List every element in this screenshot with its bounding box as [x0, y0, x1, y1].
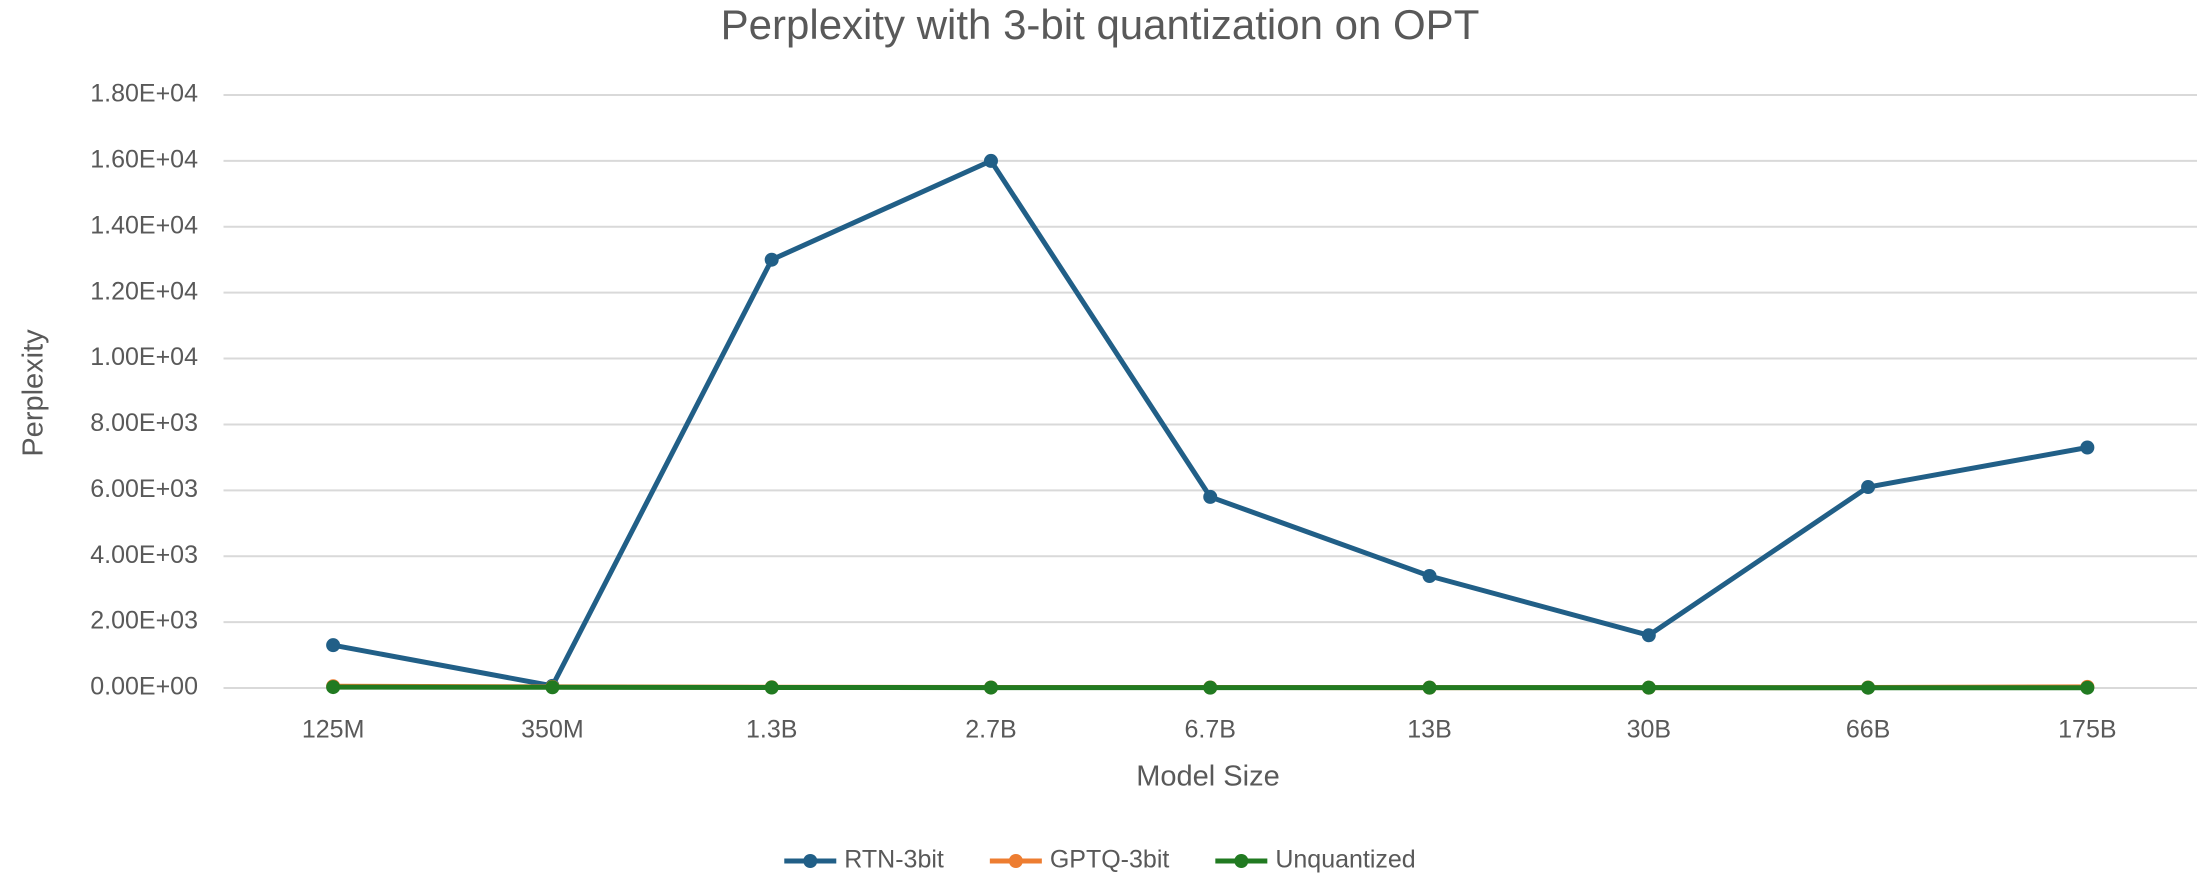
- x-tick-label: 13B: [1407, 716, 1451, 744]
- legend-label: RTN-3bit: [844, 846, 944, 874]
- x-tick-label: 66B: [1846, 716, 1890, 744]
- data-point: [2080, 680, 2095, 695]
- x-tick-label: 1.3B: [746, 716, 797, 744]
- legend-marker: [1234, 854, 1249, 868]
- x-tick-label: 2.7B: [965, 716, 1016, 744]
- x-tick-label: 6.7B: [1185, 716, 1236, 744]
- data-point: [764, 252, 779, 267]
- x-tick-label: 175B: [2058, 716, 2116, 744]
- data-point: [326, 680, 341, 695]
- data-point: [983, 153, 998, 168]
- data-point: [1641, 680, 1656, 695]
- data-point: [1203, 489, 1218, 504]
- y-axis-label: Perplexity: [18, 329, 50, 457]
- legend-marker: [803, 854, 818, 868]
- y-tick-label: 1.60E+04: [90, 145, 198, 173]
- y-tick-label: 0.00E+00: [90, 673, 198, 701]
- y-tick-label: 1.80E+04: [90, 80, 198, 108]
- data-point: [1861, 480, 1876, 495]
- legend-label: Unquantized: [1275, 846, 1415, 874]
- y-tick-label: 6.00E+03: [90, 475, 198, 503]
- data-point: [983, 680, 998, 695]
- data-point: [1641, 628, 1656, 643]
- data-point: [326, 638, 341, 653]
- x-tick-label: 350M: [521, 716, 584, 744]
- x-tick-label: 30B: [1627, 716, 1671, 744]
- data-point: [764, 680, 779, 695]
- data-point: [1203, 680, 1218, 695]
- y-tick-label: 1.00E+04: [90, 343, 198, 371]
- series-line: [332, 158, 2088, 689]
- chart-title: Perplexity with 3-bit quantization on OP…: [721, 1, 1480, 48]
- data-point: [1422, 568, 1437, 583]
- y-tick-label: 2.00E+03: [90, 607, 198, 635]
- data-point: [1422, 680, 1437, 695]
- y-tick-label: 1.40E+04: [90, 211, 198, 239]
- y-tick-label: 4.00E+03: [90, 541, 198, 569]
- x-axis-label: Model Size: [1136, 761, 1279, 793]
- y-tick-label: 8.00E+03: [90, 409, 198, 437]
- legend: RTN-3bit GPTQ-3bit Unquantized: [784, 846, 1416, 874]
- data-point: [2080, 440, 2095, 455]
- data-point: [545, 680, 560, 695]
- legend-label: GPTQ-3bit: [1050, 846, 1170, 874]
- y-tick-label: 1.20E+04: [90, 277, 198, 305]
- data-point: [1861, 680, 1876, 695]
- legend-marker: [1008, 854, 1023, 868]
- x-tick-label: 125M: [302, 716, 365, 744]
